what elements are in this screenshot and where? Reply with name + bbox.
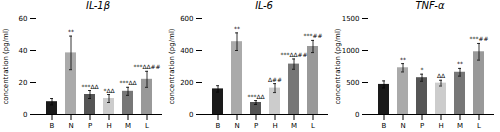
html-text:TNF-α: TNF-α [415,0,445,11]
svg-text:**: ** [68,28,74,35]
svg-text:1500: 1500 [342,15,360,23]
svg-text:L: L [311,122,315,130]
html-text:IL-1β: IL-1β [85,0,110,11]
svg-text:400: 400 [180,47,193,55]
svg-text:500: 500 [346,79,359,87]
svg-text:**: ** [234,25,240,32]
svg-text:M: M [291,122,297,130]
svg-text:N: N [68,122,73,130]
svg-text:concentration (pg/ml): concentration (pg/ml) [334,28,342,104]
svg-text:P: P [254,122,258,130]
svg-text:*: * [421,66,424,73]
svg-text:concentration (pg/ml): concentration (pg/ml) [2,28,10,104]
svg-text:0: 0 [355,111,359,119]
svg-text:200: 200 [180,79,193,87]
svg-text:*ΔΔ: *ΔΔ [103,87,115,94]
svg-text:0: 0 [189,111,193,119]
svg-text:B: B [216,122,221,130]
svg-text:Δ##: Δ## [268,76,282,83]
svg-text:M: M [457,122,463,130]
svg-text:P: P [420,122,424,130]
html-text:IL-6: IL-6 [255,0,273,11]
svg-text:***ΔΔ##: ***ΔΔ## [133,63,160,70]
svg-text:***ΔΔ: ***ΔΔ [247,93,265,100]
svg-text:**: ** [400,56,406,63]
svg-text:20: 20 [19,79,28,87]
svg-text:concentration (pg/ml): concentration (pg/ml) [168,28,176,104]
svg-text:B: B [50,122,55,130]
svg-text:40: 40 [19,47,28,55]
svg-text:L: L [145,122,149,130]
svg-text:600: 600 [180,15,193,23]
svg-text:0: 0 [23,111,27,119]
svg-text:P: P [88,122,92,130]
svg-text:B: B [382,122,387,130]
svg-text:H: H [438,122,443,130]
svg-text:60: 60 [19,15,28,23]
svg-text:H: H [106,122,111,130]
svg-text:N: N [400,122,405,130]
svg-text:***ΔΔ: ***ΔΔ [81,83,99,90]
svg-text:1000: 1000 [342,47,360,55]
svg-text:N: N [234,122,239,130]
svg-text:H: H [272,122,277,130]
svg-text:ΔΔ: ΔΔ [437,72,446,79]
svg-text:***##: ***## [303,32,322,39]
svg-text:***##: ***## [469,35,488,42]
svg-text:M: M [125,122,131,130]
svg-text:L: L [477,122,481,130]
svg-text:***ΔΔ: ***ΔΔ [119,79,137,86]
svg-text:***ΔΔ##: ***ΔΔ## [280,51,307,58]
svg-text:**: ** [457,60,463,67]
